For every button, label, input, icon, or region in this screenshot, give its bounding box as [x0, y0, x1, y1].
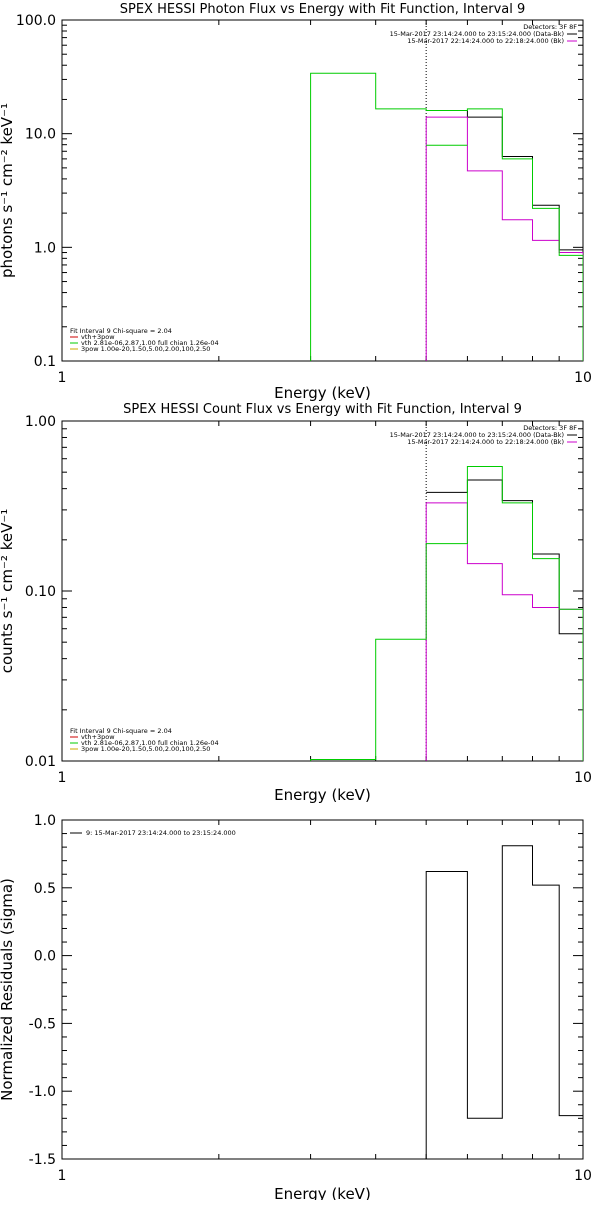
x-tick-label: 10 — [574, 370, 592, 386]
y-axis-label: counts s⁻¹ cm⁻² keV⁻¹ — [0, 509, 16, 674]
x-tick-label: 1 — [58, 370, 67, 386]
y-tick-label: 0.1 — [34, 354, 56, 370]
x-axis-label: Energy (keV) — [274, 1185, 371, 1200]
chart-photon-flux: SPEX HESSI Photon Flux vs Energy with Fi… — [0, 2, 592, 402]
data-series-group — [310, 466, 583, 761]
chart-residuals: 1 10 -1.5 -1.0 -0.5 0.0 0.5 1.0 Energy (keV) Norm… — [0, 813, 592, 1203]
y-axis-label: photons s⁻¹ cm⁻² keV⁻¹ — [0, 103, 16, 278]
x-tick-label: 10 — [574, 770, 592, 786]
y-tick-label: -1.0 — [29, 1084, 56, 1100]
legend-entry-label: 15-Mar-2017 23:14:24.000 to 23:15:24.000… — [390, 30, 564, 38]
plot-frame — [61, 19, 584, 362]
chart-title: SPEX HESSI Count Flux vs Energy with Fit… — [123, 402, 522, 417]
y-tick-label: -0.5 — [29, 1016, 56, 1032]
legend-entry-label: 9: 15-Mar-2017 23:14:24.000 to 23:15:24.… — [86, 829, 236, 837]
y-tick-label: -1.5 — [29, 1152, 56, 1168]
data-series-group — [425, 845, 583, 1159]
legend-entry-label: 15-Mar-2017 23:14:24.000 to 23:15:24.000… — [390, 431, 564, 439]
fit-legend-header: Fit Interval 9 Chi-square = 2.04 — [70, 727, 172, 735]
fit-legend-entry: vth+3pow — [81, 333, 115, 341]
y-tick-label: 0.5 — [34, 881, 56, 897]
y-tick-label: 1.00 — [25, 414, 56, 430]
legend-entry-label: 15-Mar-2017 22:14:24.000 to 22:18:24.000… — [407, 37, 564, 45]
x-tick-label: 1 — [58, 770, 67, 786]
y-tick-label: 10.0 — [25, 127, 56, 143]
y-tick-label: 0.0 — [34, 949, 56, 965]
legend-entry-label: 15-Mar-2017 22:14:24.000 to 22:18:24.000… — [407, 438, 564, 446]
series-line-0 — [425, 845, 583, 1159]
fit-legend-entry: vth 2.81e-06,2.87,1.00 full chian 1.26e-… — [81, 339, 219, 347]
data-series-group — [310, 72, 583, 361]
x-tick-label: 1 — [58, 1168, 67, 1184]
x-axis-label: Energy (keV) — [274, 384, 371, 402]
legend-top: 9: 15-Mar-2017 23:14:24.000 to 23:15:24.… — [70, 829, 236, 837]
legend-header: Detectors: 3F 8F — [523, 424, 577, 432]
fit-legend-entry: 3pow 1.00e-20,1.50,5.00,2.00,100,2.50 — [81, 745, 210, 753]
chart-count-flux: SPEX HESSI Count Flux vs Energy with Fit… — [0, 402, 592, 804]
series-line-2 — [310, 466, 583, 761]
x-axis-label: Energy (keV) — [274, 786, 371, 804]
series-line-1 — [425, 116, 583, 361]
legend-fit: Fit Interval 9 Chi-square = 2.04vth+3pow… — [70, 727, 219, 753]
series-line-2 — [310, 72, 583, 361]
y-tick-label: 1.0 — [34, 240, 56, 256]
legend-fit: Fit Interval 9 Chi-square = 2.04vth+3pow… — [70, 327, 219, 353]
chart-title: SPEX HESSI Photon Flux vs Energy with Fi… — [120, 2, 526, 17]
fit-legend-entry: 3pow 1.00e-20,1.50,5.00,2.00,100,2.50 — [81, 345, 210, 353]
y-tick-label: 1.0 — [34, 813, 56, 829]
x-tick-label: 10 — [574, 1168, 592, 1184]
y-tick-label: 100.0 — [16, 13, 56, 29]
legend-header: Detectors: 3F 8F — [523, 23, 577, 31]
y-tick-label: 0.01 — [25, 754, 56, 770]
plot-frame — [61, 819, 584, 1160]
y-tick-label: 0.10 — [25, 584, 56, 600]
y-axis-label: Normalized Residuals (sigma) — [0, 878, 16, 1101]
fit-legend-header: Fit Interval 9 Chi-square = 2.04 — [70, 327, 172, 335]
fit-legend-entry: vth+3pow — [81, 733, 115, 741]
fit-legend-entry: vth 2.81e-06,2.87,1.00 full chian 1.26e-… — [81, 739, 219, 747]
